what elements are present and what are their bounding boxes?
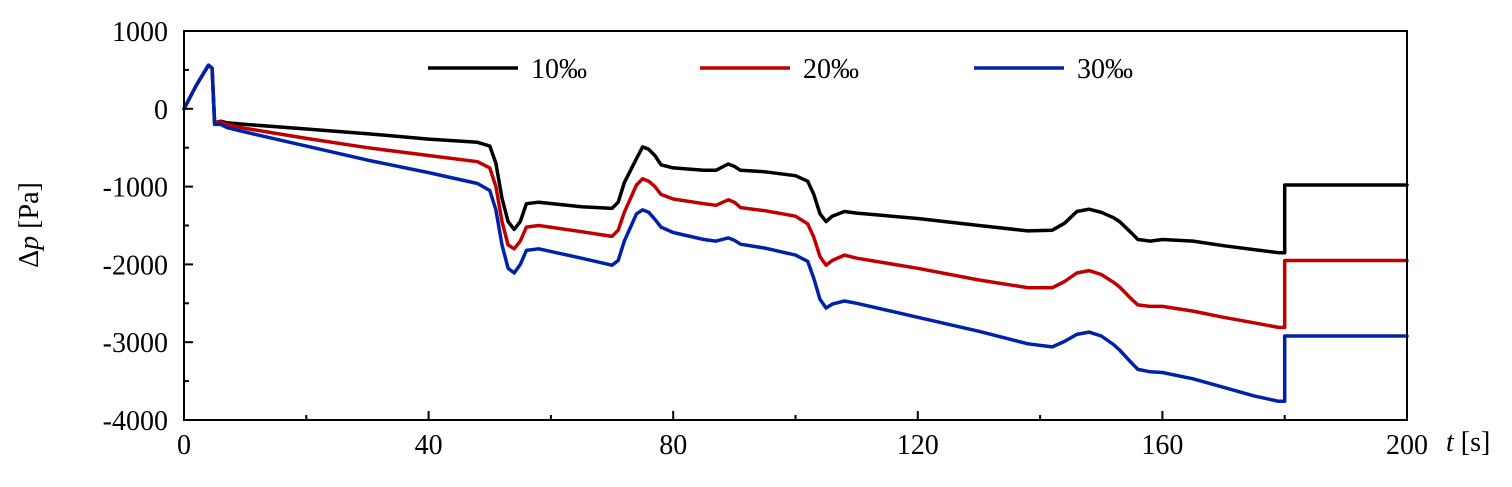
x-tick-label: 200	[1386, 430, 1428, 461]
y-axis-title-unit: [Pa]	[14, 182, 45, 236]
x-tick-label: 160	[1141, 430, 1183, 461]
legend-label-2: 20‰	[803, 54, 859, 85]
legend: 10‰ 20‰ 30‰	[428, 54, 1133, 85]
y-axis-title-symbol: p	[14, 236, 45, 252]
series-layer	[182, 63, 1409, 404]
y-tick-label: -2000	[103, 250, 168, 281]
x-axis-title: t [s]	[1446, 427, 1490, 458]
x-tick-label: 0	[177, 430, 191, 461]
x-tick-label: 80	[659, 430, 687, 461]
y-tick-label: -4000	[103, 406, 168, 437]
x-tick-label: 40	[415, 430, 443, 461]
series-line-1	[182, 63, 1409, 255]
y-tick-label: 0	[154, 95, 168, 126]
legend-label-1: 10‰	[531, 54, 587, 85]
y-tick-label: -3000	[103, 328, 168, 359]
x-axis-title-unit: [s]	[1454, 427, 1491, 458]
y-tick-label: -1000	[103, 173, 168, 204]
legend-label-3: 30‰	[1077, 54, 1133, 85]
y-axis-title-prefix: Δ	[14, 250, 45, 268]
x-tick-label: 120	[897, 430, 939, 461]
y-axis-title: Δp [Pa]	[14, 182, 45, 268]
x-axis-title-symbol: t	[1446, 427, 1455, 458]
y-tick-label: 1000	[112, 17, 168, 48]
plot-frame	[183, 30, 1408, 421]
series-line-2	[182, 63, 1409, 330]
series-line-3	[182, 63, 1409, 404]
ticks-layer: 0 40 80 120 160 200 1000 0 -1000 -2000 -3000 -4000	[103, 17, 1428, 461]
